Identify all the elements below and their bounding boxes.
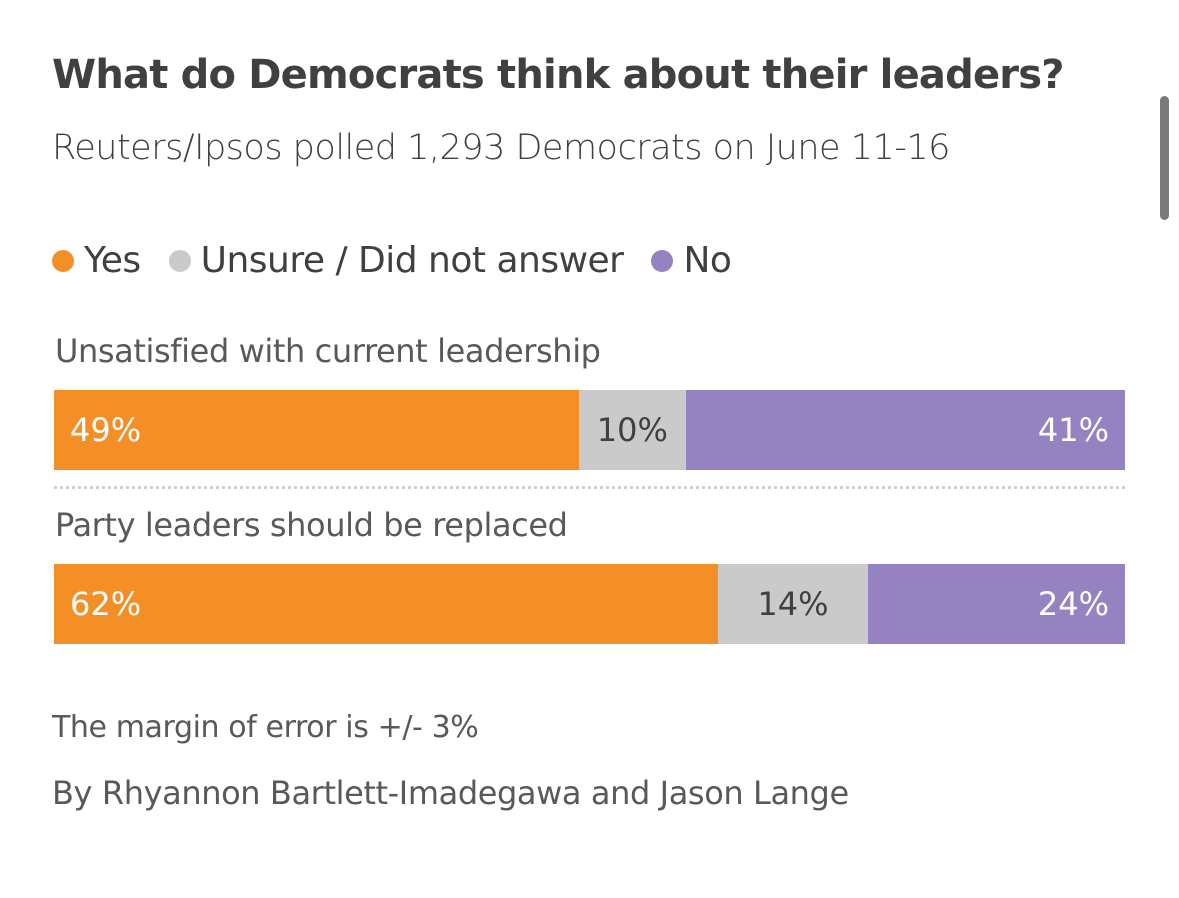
vertical-scrollbar[interactable] <box>1160 96 1169 220</box>
data-label-unsure: 14% <box>757 585 829 623</box>
legend-dot-unsure <box>168 249 191 272</box>
byline: By Rhyannon Bartlett-Imadegawa and Jason… <box>52 774 849 812</box>
bar-replaced: 62% 14% 24% <box>54 564 1125 644</box>
bar-segment-yes: 49% <box>54 390 579 470</box>
row-label-unsatisfied: Unsatisfied with current leadership <box>55 332 601 370</box>
chart-title: What do Democrats think about their lead… <box>52 52 1064 98</box>
legend-item-no: No <box>651 240 732 281</box>
legend-item-yes: Yes <box>52 240 141 281</box>
data-label-no: 24% <box>1037 585 1109 623</box>
legend-label-yes: Yes <box>84 240 141 281</box>
legend-label-no: No <box>683 240 732 281</box>
bar-segment-yes: 62% <box>54 564 719 644</box>
legend-item-unsure: Unsure / Did not answer <box>168 240 624 281</box>
bar-segment-no: 41% <box>685 390 1125 470</box>
legend-dot-no <box>651 249 674 272</box>
legend: Yes Unsure / Did not answer No <box>52 240 759 281</box>
margin-of-error-note: The margin of error is +/- 3% <box>52 710 479 745</box>
bar-segment-no: 24% <box>867 564 1125 644</box>
legend-dot-yes <box>52 249 74 272</box>
data-label-unsure: 10% <box>596 411 668 449</box>
legend-label-unsure: Unsure / Did not answer <box>200 240 624 281</box>
bar-unsatisfied: 49% 10% 41% <box>54 390 1125 470</box>
data-label-yes: 49% <box>70 411 142 449</box>
row-label-replaced: Party leaders should be replaced <box>55 506 568 544</box>
chart-subtitle: Reuters/Ipsos polled 1,293 Democrats on … <box>52 128 950 168</box>
data-label-yes: 62% <box>70 585 142 623</box>
row-divider <box>54 486 1125 489</box>
data-label-no: 41% <box>1037 411 1109 449</box>
bar-segment-unsure: 14% <box>718 564 868 644</box>
bar-segment-unsure: 10% <box>578 390 686 470</box>
